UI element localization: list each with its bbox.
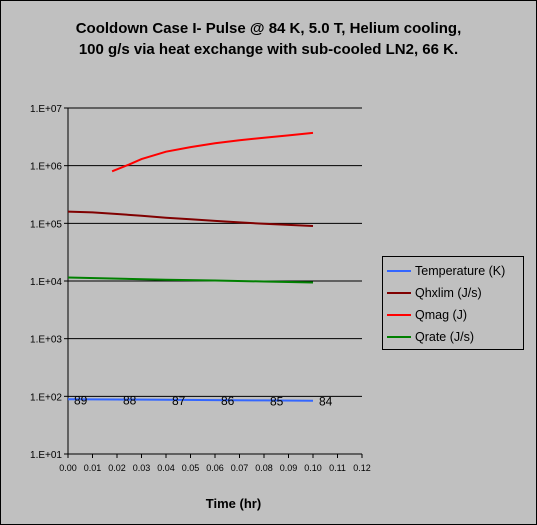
chart-title-line-1: Cooldown Case I- Pulse @ 84 K, 5.0 T, He…	[75, 20, 462, 37]
legend-swatch-qmag	[387, 314, 411, 316]
x-tick-label: 0.09	[280, 463, 298, 473]
x-tick-label: 0.08	[255, 463, 273, 473]
x-tick-label: 0.06	[206, 463, 224, 473]
legend: Temperature (K) Qhxlim (J/s) Qmag (J) Qr…	[382, 256, 524, 350]
series-line-2	[111, 131, 314, 173]
data-label: 88	[123, 394, 137, 408]
legend-label-qhxlim: Qhxlim (J/s)	[415, 286, 482, 300]
y-tick-label: 1.E+04	[30, 277, 62, 288]
x-tick-label: 0.11	[329, 463, 346, 473]
legend-item-qrate: Qrate (J/s)	[387, 327, 474, 347]
series-line-0	[67, 398, 314, 402]
x-tick-label: 0.02	[108, 463, 126, 473]
legend-label-temperature: Temperature (K)	[415, 264, 506, 278]
x-tick-label: 0.00	[59, 463, 77, 473]
y-tick-label: 1.E+03	[30, 335, 62, 346]
series-line-1	[67, 210, 314, 227]
x-tick-label: 0.10	[304, 463, 322, 473]
x-tick-label: 0.04	[157, 463, 175, 473]
y-tick-label: 1.E+05	[30, 219, 62, 230]
data-label: 85	[270, 394, 284, 408]
y-tick-label: 1.E+02	[30, 392, 62, 403]
chart-title: Cooldown Case I- Pulse @ 84 K, 5.0 T, He…	[0, 18, 537, 60]
data-label: 84	[319, 395, 333, 409]
x-tick-label: 0.07	[231, 463, 249, 473]
x-axis-title-wrap: Time (hr)	[0, 496, 537, 511]
data-label: 87	[172, 394, 186, 408]
x-tick-label: 0.12	[353, 463, 371, 473]
legend-label-qmag: Qmag (J)	[415, 308, 468, 322]
legend-item-qhxlim: Qhxlim (J/s)	[387, 283, 482, 303]
legend-label-qrate: Qrate (J/s)	[415, 330, 475, 344]
x-tick-label: 0.05	[182, 463, 200, 473]
data-label: 86	[221, 394, 235, 408]
x-tick-label: 0.03	[133, 463, 151, 473]
chart-title-line-2: 100 g/s via heat exchange with sub-coole…	[78, 41, 459, 58]
data-label: 89	[74, 393, 88, 407]
legend-swatch-qrate	[387, 336, 411, 338]
x-tick-label: 0.01	[84, 463, 102, 473]
legend-item-temperature: Temperature (K)	[387, 261, 505, 281]
y-tick-label: 1.E+01	[30, 450, 62, 461]
y-tick-label: 1.E+06	[30, 162, 62, 173]
x-axis-title: Time (hr)	[205, 496, 262, 511]
legend-swatch-qhxlim	[387, 292, 411, 294]
legend-swatch-temperature	[387, 270, 411, 272]
legend-item-qmag: Qmag (J)	[387, 305, 467, 325]
series-line-3	[67, 276, 314, 284]
y-tick-label: 1.E+07	[30, 104, 62, 115]
